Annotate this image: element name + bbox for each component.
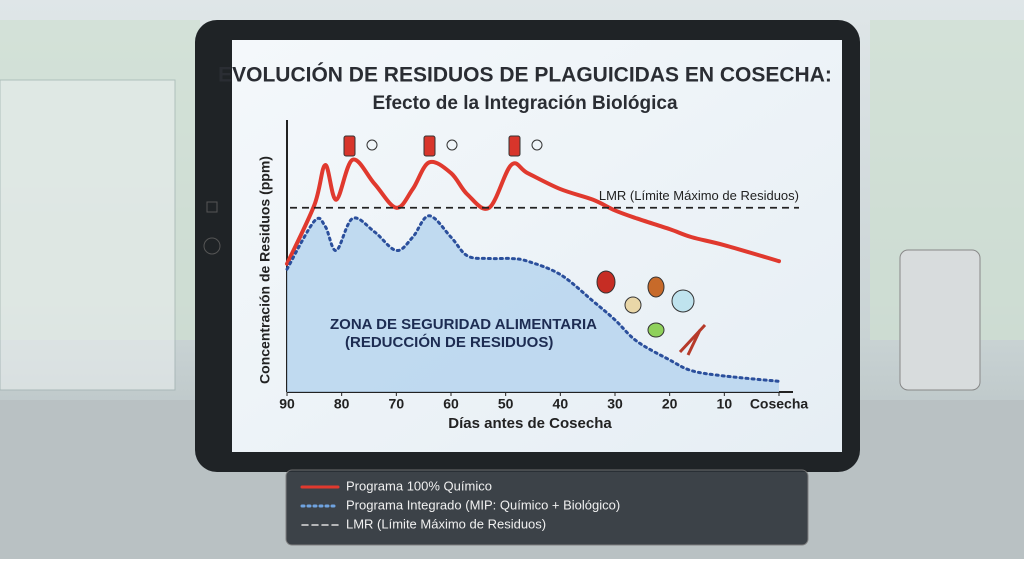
x-axis-label: Días antes de Cosecha <box>448 415 612 432</box>
chart: EVOLUCIÓN DE RESIDUOS DE PLAGUICIDAS EN … <box>218 63 832 432</box>
chart-title: EVOLUCIÓN DE RESIDUOS DE PLAGUICIDAS EN … <box>218 63 832 87</box>
zone-annotation: ZONA DE SEGURIDAD ALIMENTARIA <box>330 316 597 333</box>
x-tick-label: 80 <box>334 396 350 412</box>
chart-subtitle: Efecto de la Integración Biológica <box>372 93 678 114</box>
home-button <box>203 237 221 255</box>
legend-label: LMR (Límite Máximo de Residuos) <box>346 516 546 531</box>
area <box>287 215 779 392</box>
x-tick-label: 10 <box>717 396 733 412</box>
y-axis-label: Concentración de Residuos (ppm) <box>257 156 273 384</box>
x-tick-label: 40 <box>553 396 569 412</box>
series-line <box>285 157 781 266</box>
legend-label: Programa 100% Químico <box>346 478 492 493</box>
microscope <box>899 249 981 391</box>
x-tick-label: 50 <box>498 396 514 412</box>
x-tick-label: 90 <box>279 396 295 412</box>
x-tick-label: 20 <box>662 396 678 412</box>
greenhouse-box <box>0 79 176 391</box>
reference-label: LMR (Límite Máximo de Residuos) <box>599 188 799 203</box>
x-tick-label: 60 <box>443 396 459 412</box>
x-tick-label: 30 <box>607 396 623 412</box>
series-line <box>285 214 781 383</box>
spray-icons <box>343 135 543 157</box>
zone-annotation: (REDUCCIÓN DE RESIDUOS) <box>345 333 553 351</box>
tablet-icon <box>206 201 218 213</box>
legend <box>285 469 809 546</box>
bio-icons <box>596 270 707 356</box>
x-tick-label: 70 <box>389 396 405 412</box>
legend-label: Programa Integrado (MIP: Químico + Bioló… <box>346 497 620 512</box>
x-tick-label: Cosecha <box>750 396 809 412</box>
